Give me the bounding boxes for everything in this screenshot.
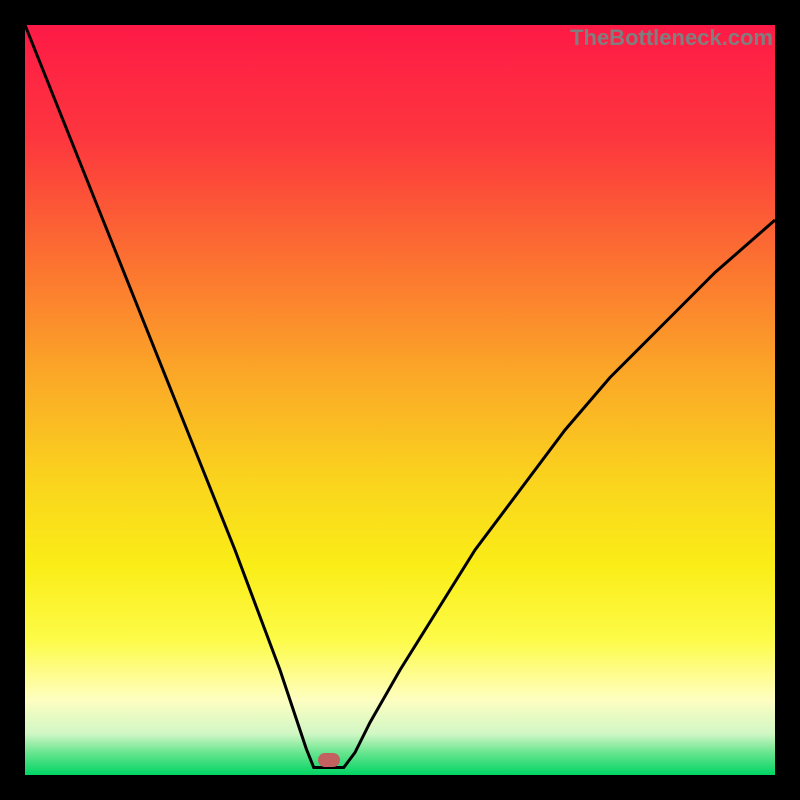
- watermark-text: TheBottleneck.com: [570, 25, 773, 51]
- gradient-background: [25, 25, 775, 775]
- optimum-marker: [318, 753, 340, 767]
- chart-frame: TheBottleneck.com: [0, 0, 800, 800]
- plot-area: [25, 25, 775, 775]
